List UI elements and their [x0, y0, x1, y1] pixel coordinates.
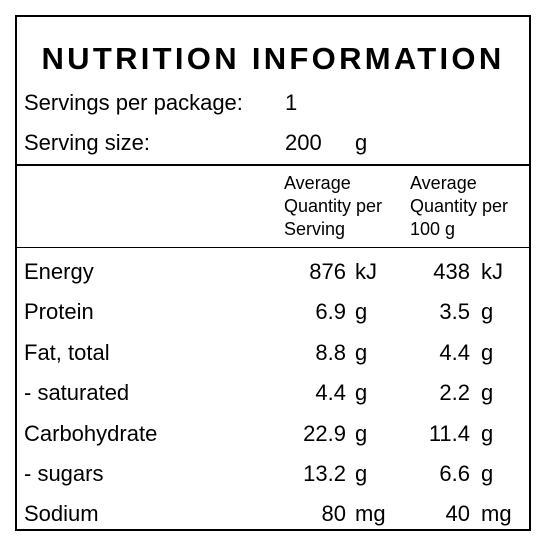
col-header-per-100g-line3: 100 g — [410, 219, 456, 239]
per-serving-unit: g — [355, 421, 368, 446]
per-serving-unit: g — [355, 461, 368, 486]
panel-title: NUTRITION INFORMATION — [41, 41, 505, 76]
servings-per-package-value: 1 — [285, 90, 298, 115]
nutrient-label: Carbohydrate — [24, 421, 158, 446]
nutrient-label: Fat, total — [24, 340, 110, 365]
servings-per-package-label: Servings per package: — [24, 90, 243, 115]
per-100g-unit: g — [481, 299, 494, 324]
per-100g-unit: kJ — [481, 259, 503, 284]
serving-size-unit: g — [355, 130, 368, 155]
per-100g-unit: g — [481, 340, 494, 365]
per-serving-unit: kJ — [355, 259, 377, 284]
per-100g-unit: g — [481, 461, 494, 486]
col-header-per-100g-line2: Quantity per — [410, 196, 509, 216]
divider-header — [17, 247, 529, 248]
per-serving-value: 8.8 — [315, 340, 346, 365]
per-100g-value: 40 — [445, 501, 470, 526]
per-100g-unit: mg — [481, 501, 512, 526]
col-header-per-serving-line3: Serving — [284, 219, 346, 239]
serving-size-value: 200 — [285, 130, 322, 155]
per-serving-unit: g — [355, 380, 368, 405]
per-serving-value: 4.4 — [315, 380, 346, 405]
col-header-per-serving: Average Quantity per Serving — [284, 172, 382, 241]
per-100g-value: 11.4 — [428, 421, 470, 446]
per-serving-value: 22.9 — [303, 421, 346, 446]
col-header-per-100g-line1: Average — [410, 173, 477, 193]
divider-top — [17, 164, 529, 166]
per-100g-value: 4.4 — [439, 340, 470, 365]
per-100g-unit: g — [481, 421, 494, 446]
per-100g-value: 3.5 — [439, 299, 470, 324]
per-serving-value: 876 — [309, 259, 346, 284]
col-header-per-serving-line2: Quantity per — [284, 196, 383, 216]
per-100g-value: 2.2 — [439, 380, 470, 405]
per-100g-value: 438 — [433, 259, 470, 284]
nutrient-label: Energy — [24, 259, 94, 284]
per-serving-unit: g — [355, 299, 368, 324]
nutrient-label: Sodium — [24, 501, 99, 526]
nutrient-label: - saturated — [24, 380, 130, 405]
per-100g-unit: g — [481, 380, 494, 405]
per-serving-unit: mg — [355, 501, 386, 526]
per-serving-value: 6.9 — [315, 299, 346, 324]
per-100g-value: 6.6 — [439, 461, 470, 486]
serving-size-label: Serving size: — [24, 130, 150, 155]
per-serving-value: 13.2 — [303, 461, 346, 486]
col-header-per-serving-line1: Average — [284, 173, 351, 193]
nutrition-panel: NUTRITION INFORMATION Servings per packa… — [15, 15, 531, 531]
nutrient-label: - sugars — [24, 461, 104, 486]
col-header-per-100g: Average Quantity per 100 g — [410, 172, 508, 241]
nutrient-label: Protein — [24, 299, 94, 324]
per-serving-value: 80 — [321, 501, 346, 526]
per-serving-unit: g — [355, 340, 368, 365]
